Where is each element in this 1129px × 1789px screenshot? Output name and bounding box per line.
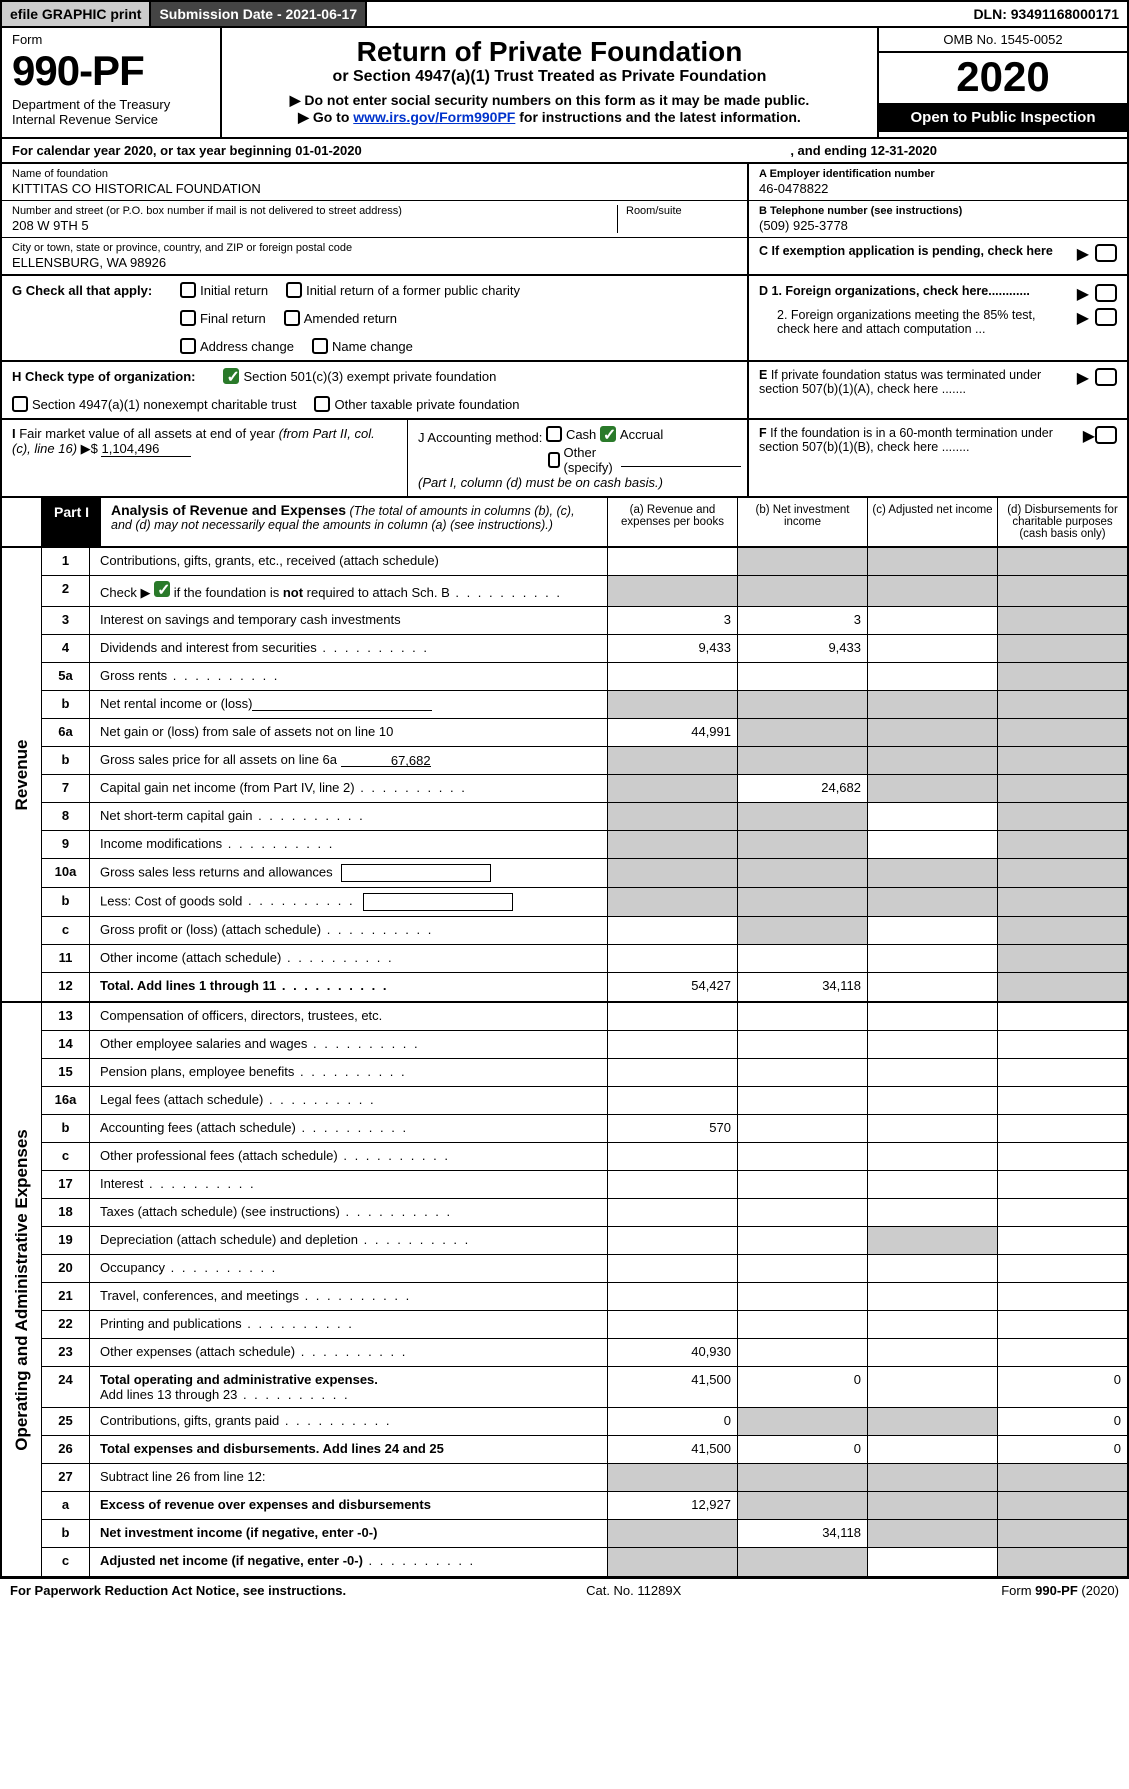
col-c-header: (c) Adjusted net income xyxy=(867,498,997,546)
efile-print-button[interactable]: efile GRAPHIC print xyxy=(2,2,151,26)
e-checkbox[interactable] xyxy=(1095,368,1117,386)
revenue-section: Revenue 1Contributions, gifts, grants, e… xyxy=(0,548,1129,1003)
form-ref: Form 990-PF (2020) xyxy=(1001,1583,1119,1598)
form-label: Form xyxy=(12,32,210,47)
arrow-icon: ▶ xyxy=(1077,308,1089,328)
arrow-icon: ▶ xyxy=(1083,426,1095,446)
sch-b-checkbox[interactable] xyxy=(154,581,170,597)
revenue-sidelabel: Revenue xyxy=(12,739,32,810)
j-label: J Accounting method: xyxy=(418,430,542,445)
tax-year-begin: For calendar year 2020, or tax year begi… xyxy=(12,143,362,158)
ssn-note: ▶ Do not enter social security numbers o… xyxy=(242,92,857,109)
name-change-checkbox[interactable] xyxy=(312,338,328,354)
arrow-icon: ▶ xyxy=(1077,244,1089,264)
d2-checkbox[interactable] xyxy=(1095,308,1117,326)
initial-return-checkbox[interactable] xyxy=(180,282,196,298)
cash-checkbox[interactable] xyxy=(546,426,562,442)
g-d-row: G Check all that apply: Initial return I… xyxy=(0,276,1129,362)
d2-label: 2. Foreign organizations meeting the 85%… xyxy=(759,308,1071,336)
other-taxable-checkbox[interactable] xyxy=(314,396,330,412)
address-change-checkbox[interactable] xyxy=(180,338,196,354)
irs-link[interactable]: www.irs.gov/Form990PF xyxy=(353,109,515,125)
c-checkbox[interactable] xyxy=(1095,244,1117,262)
foundation-name: KITTITAS CO HISTORICAL FOUNDATION xyxy=(12,181,737,196)
city-state-zip: ELLENSBURG, WA 98926 xyxy=(12,255,737,270)
address-label: Number and street (or P.O. box number if… xyxy=(12,205,617,217)
cat-no: Cat. No. 11289X xyxy=(586,1583,681,1598)
fmv-value: 1,104,496 xyxy=(101,441,191,457)
other-method-checkbox[interactable] xyxy=(548,452,560,468)
f-checkbox[interactable] xyxy=(1095,426,1117,444)
phone-label: B Telephone number (see instructions) xyxy=(759,205,1117,217)
foundation-name-label: Name of foundation xyxy=(12,168,737,180)
dln: DLN: 93491168000171 xyxy=(965,2,1127,26)
col-b-header: (b) Net investment income xyxy=(737,498,867,546)
open-to-public: Open to Public Inspection xyxy=(879,103,1127,132)
goto-note: ▶ Go to www.irs.gov/Form990PF for instru… xyxy=(242,109,857,126)
city-label: City or town, state or province, country… xyxy=(12,242,737,254)
final-return-checkbox[interactable] xyxy=(180,310,196,326)
footer: For Paperwork Reduction Act Notice, see … xyxy=(0,1578,1129,1602)
paperwork-notice: For Paperwork Reduction Act Notice, see … xyxy=(10,1583,346,1598)
ein: 46-0478822 xyxy=(759,181,1117,196)
arrow-icon: ▶ xyxy=(1077,284,1089,304)
part1-header: Part I Analysis of Revenue and Expenses … xyxy=(0,498,1129,548)
col-d-header: (d) Disbursements for charitable purpose… xyxy=(997,498,1127,546)
dept-treasury: Department of the Treasury Internal Reve… xyxy=(12,97,210,127)
501c3-checkbox[interactable] xyxy=(223,368,239,384)
accrual-checkbox[interactable] xyxy=(600,426,616,442)
ein-label: A Employer identification number xyxy=(759,168,1117,180)
i-j-f-row: I Fair market value of all assets at end… xyxy=(0,420,1129,498)
expenses-sidelabel: Operating and Administrative Expenses xyxy=(12,1129,32,1451)
e-label: E If private foundation status was termi… xyxy=(759,368,1071,396)
h-label: H Check type of organization: xyxy=(12,369,195,384)
j-note: (Part I, column (d) must be on cash basi… xyxy=(418,475,663,490)
form-subtitle: or Section 4947(a)(1) Trust Treated as P… xyxy=(242,68,857,86)
f-label: F If the foundation is in a 60-month ter… xyxy=(759,426,1083,454)
d1-label: D 1. Foreign organizations, check here..… xyxy=(759,284,1071,298)
arrow-icon: ▶ xyxy=(1077,368,1089,388)
part1-label: Part I xyxy=(42,498,101,546)
d1-checkbox[interactable] xyxy=(1095,284,1117,302)
form-header: Form 990-PF Department of the Treasury I… xyxy=(0,26,1129,139)
topbar: efile GRAPHIC print Submission Date - 20… xyxy=(0,0,1129,26)
4947a1-checkbox[interactable] xyxy=(12,396,28,412)
submission-date: Submission Date - 2021-06-17 xyxy=(151,2,367,26)
form-title: Return of Private Foundation xyxy=(242,36,857,68)
phone: (509) 925-3778 xyxy=(759,218,1117,233)
form-number: 990-PF xyxy=(12,47,210,95)
expenses-section: Operating and Administrative Expenses 13… xyxy=(0,1003,1129,1578)
tax-year: 2020 xyxy=(879,53,1127,103)
calendar-year-row: For calendar year 2020, or tax year begi… xyxy=(0,139,1129,164)
amended-return-checkbox[interactable] xyxy=(284,310,300,326)
omb-number: OMB No. 1545-0052 xyxy=(879,28,1127,53)
c-exemption-pending: C If exemption application is pending, c… xyxy=(759,244,1071,258)
entity-block: Name of foundation KITTITAS CO HISTORICA… xyxy=(0,164,1129,276)
i-fmv-label: I Fair market value of all assets at end… xyxy=(12,426,375,456)
initial-return-former-checkbox[interactable] xyxy=(286,282,302,298)
room-label: Room/suite xyxy=(626,205,737,217)
col-a-header: (a) Revenue and expenses per books xyxy=(607,498,737,546)
address: 208 W 9TH 5 xyxy=(12,218,617,233)
h-e-row: H Check type of organization: Section 50… xyxy=(0,362,1129,420)
tax-year-end: , and ending 12-31-2020 xyxy=(790,143,937,158)
g-label: G Check all that apply: xyxy=(12,283,152,298)
